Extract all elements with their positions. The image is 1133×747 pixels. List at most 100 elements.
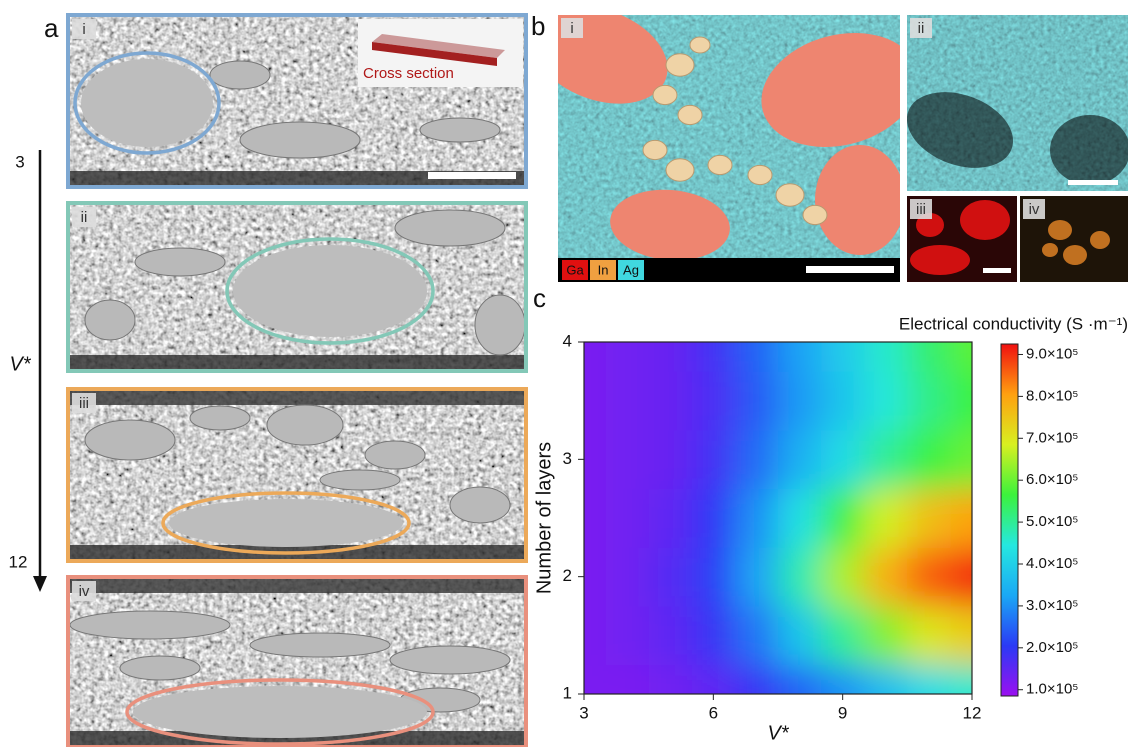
heat-cell	[606, 547, 650, 606]
colorbar-tick-label: 1.0×10⁵	[1026, 681, 1079, 698]
x-tick-label: 12	[963, 703, 982, 722]
particle	[450, 487, 510, 523]
panel-letter: b	[531, 11, 545, 41]
heat-cell	[544, 665, 606, 735]
heat-cell	[606, 665, 650, 735]
heat-cell	[649, 371, 693, 430]
micrograph-shadow	[68, 355, 528, 371]
legend-label: Ag	[623, 262, 639, 277]
x-axis-label: V*	[767, 722, 789, 744]
particle	[475, 295, 525, 355]
colorbar-tick-label: 9.0×10⁵	[1026, 345, 1079, 362]
micrograph: iCross section	[68, 15, 528, 187]
heat-cell	[692, 489, 736, 548]
colorbar-tick-label: 5.0×10⁵	[1026, 513, 1079, 530]
particle	[390, 646, 510, 674]
heat-cell	[864, 489, 908, 548]
heat-cell	[778, 430, 822, 489]
image-label: iv	[79, 583, 90, 600]
particle	[666, 54, 694, 76]
heat-cell	[606, 489, 650, 548]
y-tick-label: 2	[563, 566, 572, 585]
heat-cell	[821, 547, 865, 606]
micrograph-shadow	[68, 389, 528, 405]
heat-cell	[649, 489, 693, 548]
heat-cell	[864, 606, 908, 665]
y-tick-label: 3	[563, 449, 572, 468]
heat-cell	[778, 489, 822, 548]
particle	[395, 210, 505, 246]
heat-cell	[778, 606, 822, 665]
heat-cell	[907, 547, 951, 606]
image-label: iii	[79, 395, 89, 412]
map-blob	[1048, 220, 1072, 240]
colorbar	[1001, 344, 1018, 696]
arrow-head	[33, 576, 47, 592]
heat-cell	[649, 430, 693, 489]
colorbar-tick-label: 6.0×10⁵	[1026, 471, 1079, 488]
x-tick-label: 9	[838, 703, 847, 722]
particle	[643, 140, 667, 159]
particle	[190, 406, 250, 430]
heat-cell	[735, 547, 779, 606]
particle	[748, 165, 772, 184]
particle	[690, 37, 710, 53]
heat-cell	[606, 606, 650, 665]
image-label: i	[570, 20, 573, 37]
arrow-end: 12	[9, 552, 28, 571]
particle	[240, 122, 360, 158]
heat-cell	[606, 371, 650, 430]
heat-cell	[649, 606, 693, 665]
figure: a 3 12 V* iCross sectioniiiiiiv b iGaInA…	[0, 0, 1133, 747]
heat-cell	[735, 489, 779, 548]
particle	[210, 61, 270, 89]
particle	[267, 405, 343, 445]
image-label: iii	[916, 201, 926, 218]
particle	[653, 85, 677, 104]
particle	[250, 633, 390, 657]
colorbar-tick-label: 3.0×10⁵	[1026, 597, 1079, 614]
scale-bar	[428, 172, 516, 179]
heat-cell	[821, 606, 865, 665]
scale-bar	[983, 268, 1011, 273]
heat-cell	[606, 302, 650, 372]
eds-map	[519, 0, 932, 265]
map-blob	[1090, 231, 1110, 249]
particle	[320, 470, 400, 490]
heat-cell	[606, 430, 650, 489]
image-label: i	[82, 21, 85, 38]
micrograph-shadow	[68, 577, 528, 593]
map-blob	[815, 145, 905, 255]
image-label: iv	[1029, 201, 1040, 218]
particle	[708, 155, 732, 174]
eds-map	[896, 15, 1130, 191]
map-blob	[910, 245, 970, 275]
heat-cell	[544, 302, 606, 372]
heat-cell	[735, 302, 779, 372]
particle	[678, 105, 702, 124]
particle	[85, 420, 175, 460]
heat-cell	[821, 430, 865, 489]
particle	[81, 59, 213, 147]
heat-cell	[544, 606, 606, 665]
heat-cell	[692, 547, 736, 606]
panel-letter: a	[44, 13, 59, 43]
particle	[133, 686, 427, 738]
panel-letter: c	[533, 283, 546, 313]
heat-cell	[778, 371, 822, 430]
micrograph: iv	[68, 577, 528, 747]
heat-cell	[649, 547, 693, 606]
heat-cell	[649, 665, 693, 735]
heat-cell	[735, 606, 779, 665]
particle	[85, 300, 135, 340]
heat-cell	[864, 665, 908, 735]
colorbar-title: Electrical conductivity (S ·m⁻¹)	[899, 314, 1128, 333]
scale-bar	[806, 266, 894, 273]
image-label: ii	[81, 209, 88, 226]
heat-cell	[907, 302, 951, 372]
heat-cell	[778, 547, 822, 606]
map-blob	[1042, 243, 1058, 257]
heat-cell	[864, 547, 908, 606]
y-tick-label: 1	[563, 683, 572, 702]
heat-cell	[821, 371, 865, 430]
